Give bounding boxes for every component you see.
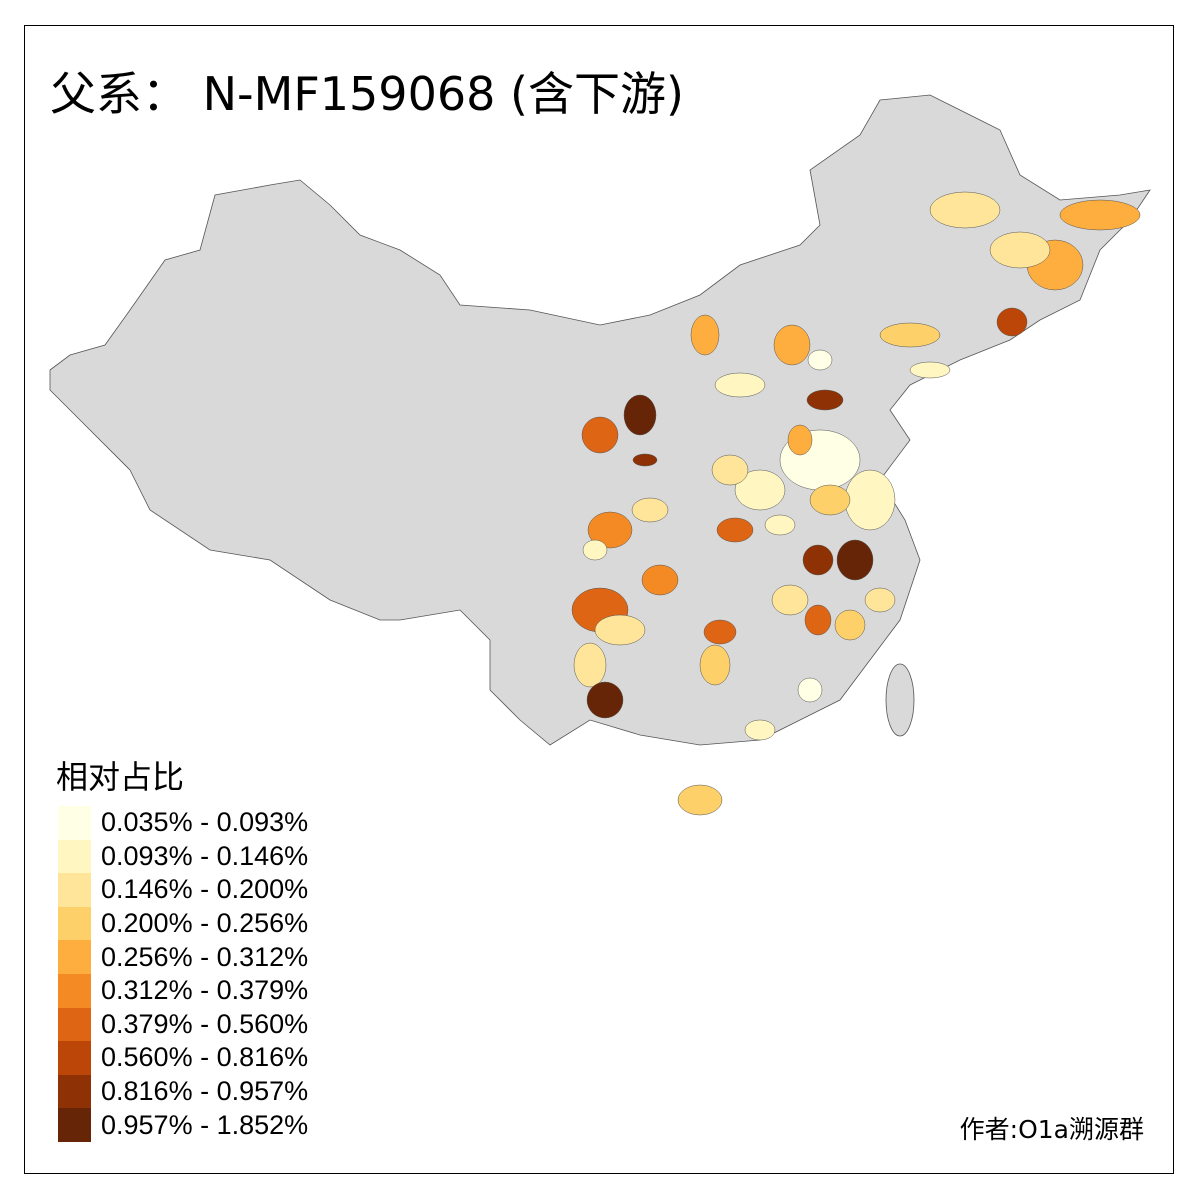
legend-label: 0.146% - 0.200% (101, 874, 309, 905)
prefecture-region (797, 677, 823, 703)
legend-item: 0.816% - 0.957% (58, 1074, 309, 1109)
legend-label: 0.560% - 0.816% (101, 1042, 309, 1073)
prefecture-region (703, 619, 737, 645)
legend-item: 0.256% - 0.312% (58, 940, 308, 974)
legend-swatch (58, 906, 91, 941)
legend-label: 0.035% - 0.093% (101, 807, 309, 838)
prefecture-region (690, 314, 720, 356)
legend-item: 0.560% - 0.816% (58, 1041, 308, 1075)
legend-item: 0.312% - 0.379% (58, 973, 309, 1008)
prefecture-region (807, 349, 833, 371)
prefecture-region (714, 372, 766, 398)
prefecture-region (809, 484, 851, 516)
prefecture-region (632, 453, 658, 467)
legend-item: 0.093% - 0.146% (58, 839, 309, 874)
legend-title: 相对占比 (56, 758, 185, 796)
legend-label: 0.957% - 1.852% (101, 1109, 309, 1140)
legend-swatch (58, 1041, 91, 1075)
legend-swatch (58, 1074, 91, 1109)
legend-item: 0.035% - 0.093% (58, 806, 308, 840)
legend: 0.035% - 0.093% 0.093% - 0.146% 0.146% - 0… (58, 806, 308, 1142)
prefecture-region (582, 539, 608, 561)
prefecture-region (802, 544, 834, 576)
prefecture-region (844, 469, 896, 531)
prefecture-region (594, 614, 646, 646)
prefecture-region (573, 642, 607, 688)
prefecture-region (677, 784, 723, 816)
prefecture-region (1059, 199, 1141, 231)
prefecture-region (631, 497, 669, 523)
prefecture-region (764, 514, 796, 536)
prefecture-region (836, 539, 874, 581)
prefecture-region (581, 416, 619, 454)
prefecture-region (989, 231, 1051, 269)
prefecture-region (864, 587, 896, 613)
prefecture-region (804, 604, 832, 636)
legend-item: 0.200% - 0.256% (58, 906, 309, 941)
legend-item: 0.146% - 0.200% (58, 873, 308, 907)
legend-item: 0.379% - 0.560% (58, 1007, 309, 1042)
prefecture-region (773, 324, 811, 366)
prefecture-region (771, 584, 809, 616)
legend-label: 0.093% - 0.146% (101, 840, 309, 871)
legend-label: 0.379% - 0.560% (101, 1008, 309, 1039)
legend-label: 0.312% - 0.379% (101, 975, 309, 1006)
legend-swatch (58, 839, 91, 874)
prefecture-region (699, 644, 731, 686)
prefecture-region (711, 454, 749, 486)
legend-label: 0.200% - 0.256% (101, 908, 309, 939)
legend-label: 0.256% - 0.312% (101, 941, 309, 972)
prefecture-region (806, 389, 844, 411)
plot-border (24, 25, 1174, 1174)
prefecture-region (587, 511, 633, 549)
legend-swatch (58, 940, 91, 974)
prefecture-region (909, 361, 951, 379)
prefecture-region (734, 469, 786, 511)
prefecture-region (623, 394, 657, 436)
prefecture-region (744, 719, 776, 741)
prefecture-region (879, 322, 941, 348)
taiwan (885, 663, 915, 737)
legend-swatch (58, 873, 91, 907)
legend-item: 0.957% - 1.852% (58, 1108, 308, 1142)
prefecture-region (996, 307, 1028, 337)
legend-swatch (58, 806, 91, 840)
author-credit: 作者:O1a溯源群 (959, 1115, 1144, 1144)
prefecture-region (586, 681, 624, 719)
legend-label: 0.816% - 0.957% (101, 1076, 309, 1107)
prefecture-region (929, 191, 1001, 229)
prefecture-region (716, 517, 754, 543)
legend-swatch (58, 1007, 91, 1042)
prefecture-region (787, 424, 813, 456)
map-title: 父系： N-MF159068 (含下游) (50, 67, 684, 121)
prefecture-region (834, 609, 866, 641)
prefecture-region (641, 564, 679, 596)
legend-swatch (58, 1108, 91, 1142)
legend-swatch (58, 973, 91, 1008)
